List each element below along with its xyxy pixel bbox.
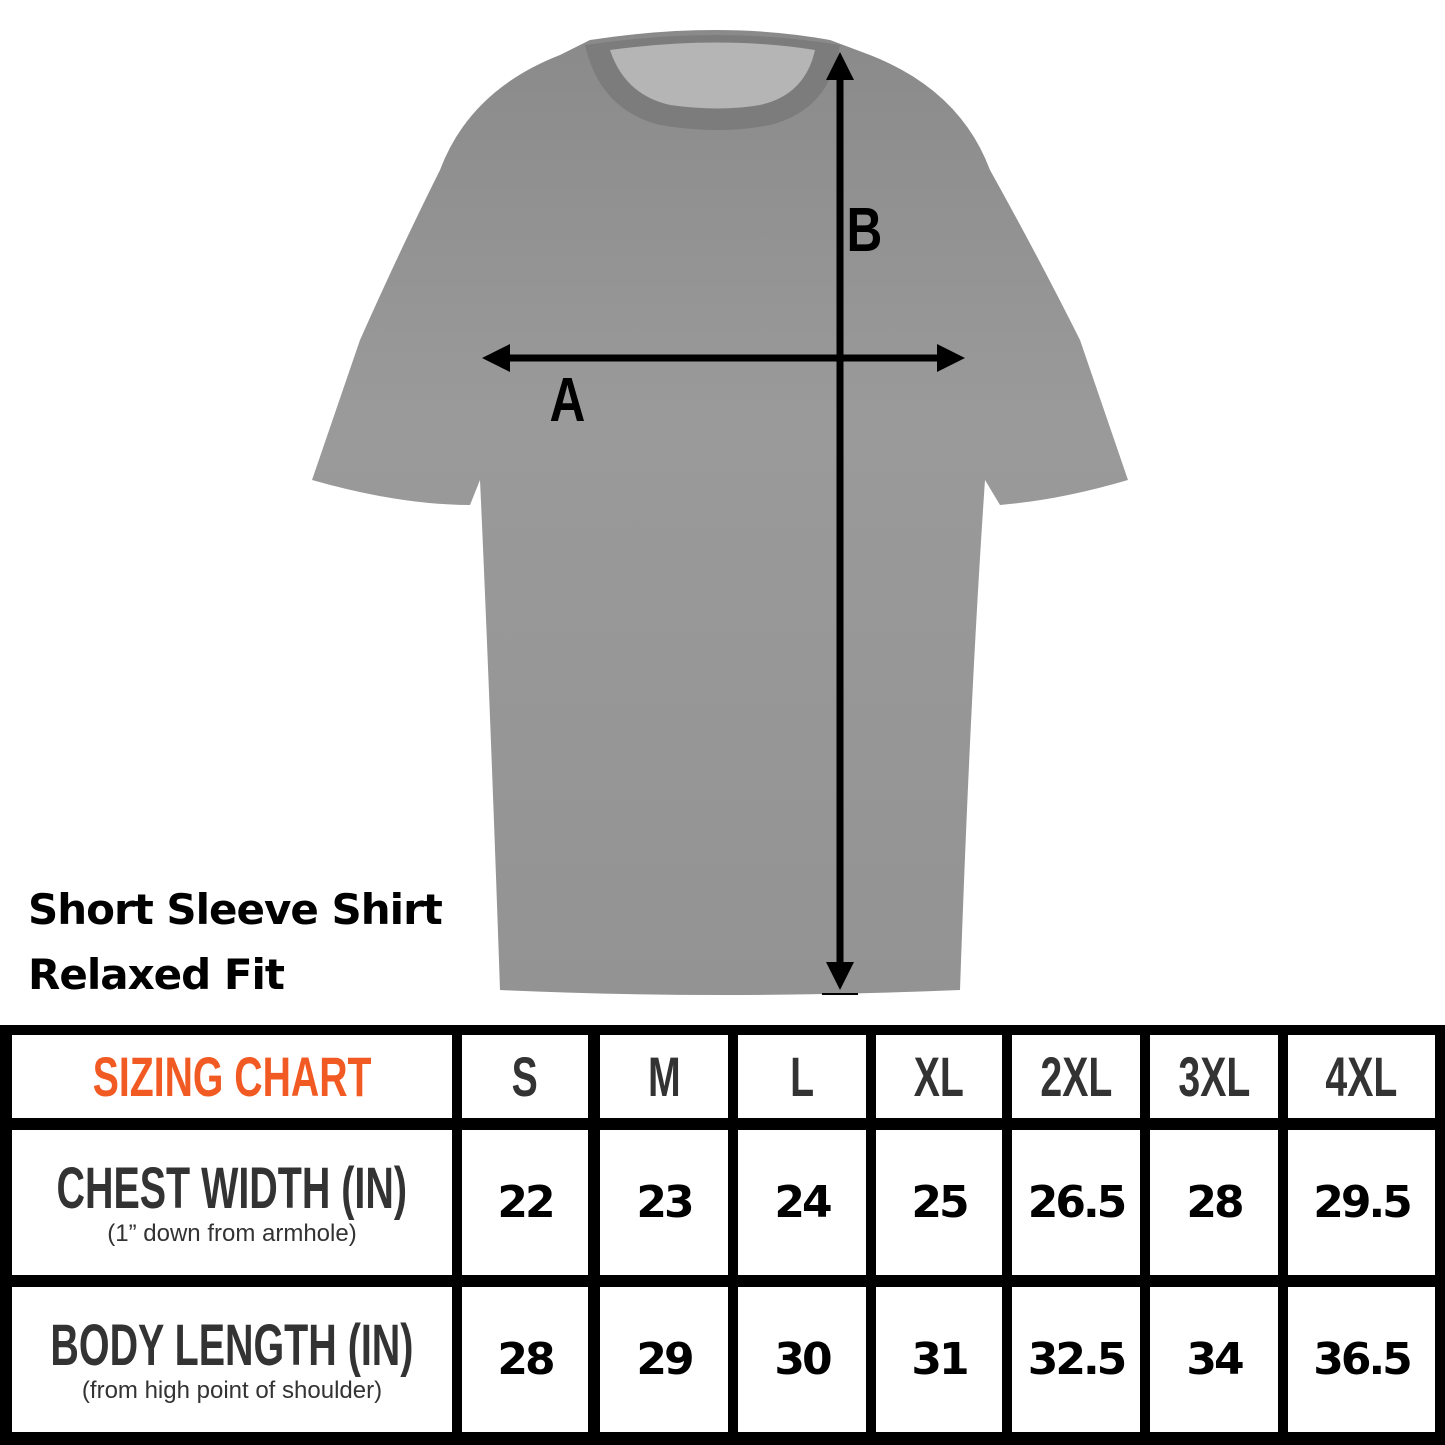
row-label-cell: BODY LENGTH (IN) (from high point of sho… [12,1287,452,1432]
size-header: L [790,1045,814,1108]
value-cell: 31 [876,1287,1002,1432]
value-cell: 29 [600,1287,728,1432]
size-header-cell: XL [876,1035,1002,1118]
size-header: M [647,1045,681,1108]
table-heading-cell: SIZING CHART [12,1035,452,1118]
value-cell: 34 [1150,1287,1278,1432]
value-cell: 28 [1150,1130,1278,1275]
row-sublabel-chest: (1” down from armhole) [107,1219,357,1247]
table-value: 32.5 [1027,1334,1128,1385]
value-cell: 25 [876,1130,1002,1275]
value-cell: 28 [462,1287,588,1432]
size-header-cell: 2XL [1012,1035,1140,1118]
product-fit: Relaxed Fit [28,950,285,999]
table-value: 24 [774,1177,832,1228]
size-header-cell: L [738,1035,866,1118]
size-header: 3XL [1178,1045,1250,1108]
size-header: 2XL [1040,1045,1112,1108]
table-value: 23 [636,1177,694,1228]
table-value: 26.5 [1027,1177,1128,1228]
row-label-cell: CHEST WIDTH (IN) (1” down from armhole) [12,1130,452,1275]
measurement-arrow-a [482,344,965,372]
shirt-illustration [312,30,1128,995]
size-header: 4XL [1325,1045,1398,1108]
row-label-chest: CHEST WIDTH (IN) [56,1155,408,1221]
row-sublabel-length: (from high point of shoulder) [81,1376,383,1404]
size-header-cell: 3XL [1150,1035,1278,1118]
value-cell: 22 [462,1130,588,1275]
sizing-table: SIZING CHART CHEST WIDTH (IN) (1” down f… [0,1025,1445,1445]
size-header-cell: M [600,1035,728,1118]
table-value: 29 [636,1334,694,1385]
value-cell: 29.5 [1288,1130,1435,1275]
size-header: XL [913,1045,965,1108]
value-cell: 26.5 [1012,1130,1140,1275]
value-cell: 30 [738,1287,866,1432]
measurement-label-a: A [549,366,586,435]
table-value: 22 [497,1177,555,1228]
value-cell: 36.5 [1288,1287,1435,1432]
size-header-cell: S [462,1035,588,1118]
table-value: 34 [1186,1334,1244,1385]
value-cell: 23 [600,1130,728,1275]
measurement-arrow-b [822,52,858,995]
row-label-length: BODY LENGTH (IN) [50,1312,414,1378]
value-cell: 24 [738,1130,866,1275]
measurement-label-b: B [846,196,883,265]
size-header: S [511,1045,539,1108]
table-value: 30 [774,1334,832,1385]
table-value: 28 [497,1334,555,1385]
value-cell: 32.5 [1012,1287,1140,1432]
table-heading: SIZING CHART [92,1045,372,1108]
table-value: 25 [911,1177,969,1228]
table-value: 29.5 [1313,1177,1413,1228]
table-value: 28 [1186,1177,1244,1228]
product-title: Short Sleeve Shirt [28,885,443,934]
table-value: 36.5 [1313,1334,1413,1385]
shirt-body [312,30,1128,995]
table-value: 31 [911,1334,969,1385]
size-header-cell: 4XL [1288,1035,1435,1118]
